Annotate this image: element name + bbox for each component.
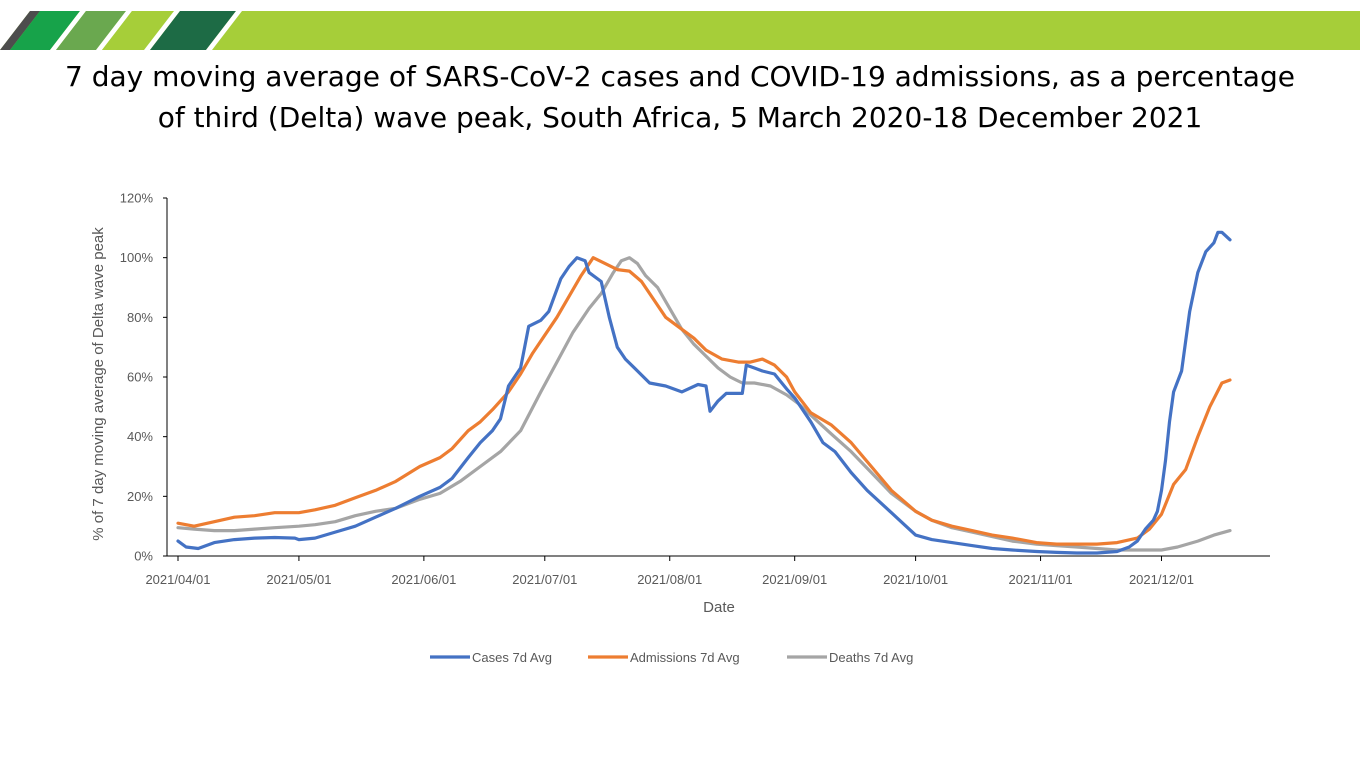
y-tick-label: 80% bbox=[127, 310, 153, 325]
banner-stripe-gap-1 bbox=[50, 11, 86, 50]
chart-title: 7 day moving average of SARS-CoV-2 cases… bbox=[0, 56, 1360, 138]
banner-stripe-grey bbox=[0, 11, 40, 50]
axis-layer bbox=[166, 198, 1270, 557]
series-layer bbox=[176, 230, 1232, 555]
x-tick-label: 2021/05/01 bbox=[266, 572, 331, 587]
x-tick-label: 2021/07/01 bbox=[512, 572, 577, 587]
legend-label: Cases 7d Avg bbox=[472, 650, 552, 665]
chart-title-line-1: 7 day moving average of SARS-CoV-2 cases… bbox=[65, 60, 1295, 93]
banner-stripe-light-green bbox=[102, 11, 174, 50]
banner-stripe-mid-green bbox=[56, 11, 126, 50]
y-tick-label: 60% bbox=[127, 370, 153, 385]
header-banner bbox=[0, 11, 1360, 50]
y-tick-label: 40% bbox=[127, 429, 153, 444]
legend-label: Admissions 7d Avg bbox=[630, 650, 740, 665]
y-tick-label: 20% bbox=[127, 489, 153, 504]
x-tick-label: 2021/04/01 bbox=[145, 572, 210, 587]
legend-item-cases-7d-avg: Cases 7d Avg bbox=[430, 650, 552, 665]
y-axis-title: % of 7 day moving average of Delta wave … bbox=[90, 227, 107, 541]
banner-stripe-forest bbox=[150, 11, 236, 50]
chart-title-line-2: of third (Delta) wave peak, South Africa… bbox=[157, 101, 1203, 134]
series-line-cases-7d-avg bbox=[176, 230, 1232, 555]
y-tick-label: 0% bbox=[134, 549, 153, 564]
series-line-deaths-7d-avg bbox=[176, 256, 1232, 552]
x-tick-label: 2021/11/01 bbox=[1009, 572, 1073, 587]
legend-item-deaths-7d-avg: Deaths 7d Avg bbox=[787, 650, 913, 665]
x-axis-title: Date bbox=[703, 599, 735, 616]
banner-stripe-gap-3 bbox=[144, 11, 180, 50]
banner-stripe-dark-green bbox=[10, 11, 80, 50]
legend: Cases 7d Avg Admissions 7d Avg Deaths 7d A… bbox=[430, 650, 913, 665]
x-tick-label: 2021/10/01 bbox=[883, 572, 948, 587]
legend-label: Deaths 7d Avg bbox=[829, 650, 913, 665]
x-tick-label: 2021/09/01 bbox=[762, 572, 827, 587]
x-tick-label: 2021/12/01 bbox=[1129, 572, 1194, 587]
legend-item-admissions-7d-avg: Admissions 7d Avg bbox=[588, 650, 740, 665]
banner-stripe-gap-4 bbox=[206, 11, 242, 50]
x-tick-label: 2021/06/01 bbox=[391, 572, 456, 587]
banner-stripe-gap-2 bbox=[96, 11, 132, 50]
y-tick-label: 100% bbox=[120, 250, 154, 265]
tick-layer: 0% 20% 40% 60% 80% 100% 120% 2021/04/01 2021/05/… bbox=[120, 191, 1194, 588]
x-tick-label: 2021/08/01 bbox=[637, 572, 702, 587]
series-line-admissions-7d-avg bbox=[176, 256, 1232, 546]
y-tick-label: 120% bbox=[120, 191, 154, 206]
